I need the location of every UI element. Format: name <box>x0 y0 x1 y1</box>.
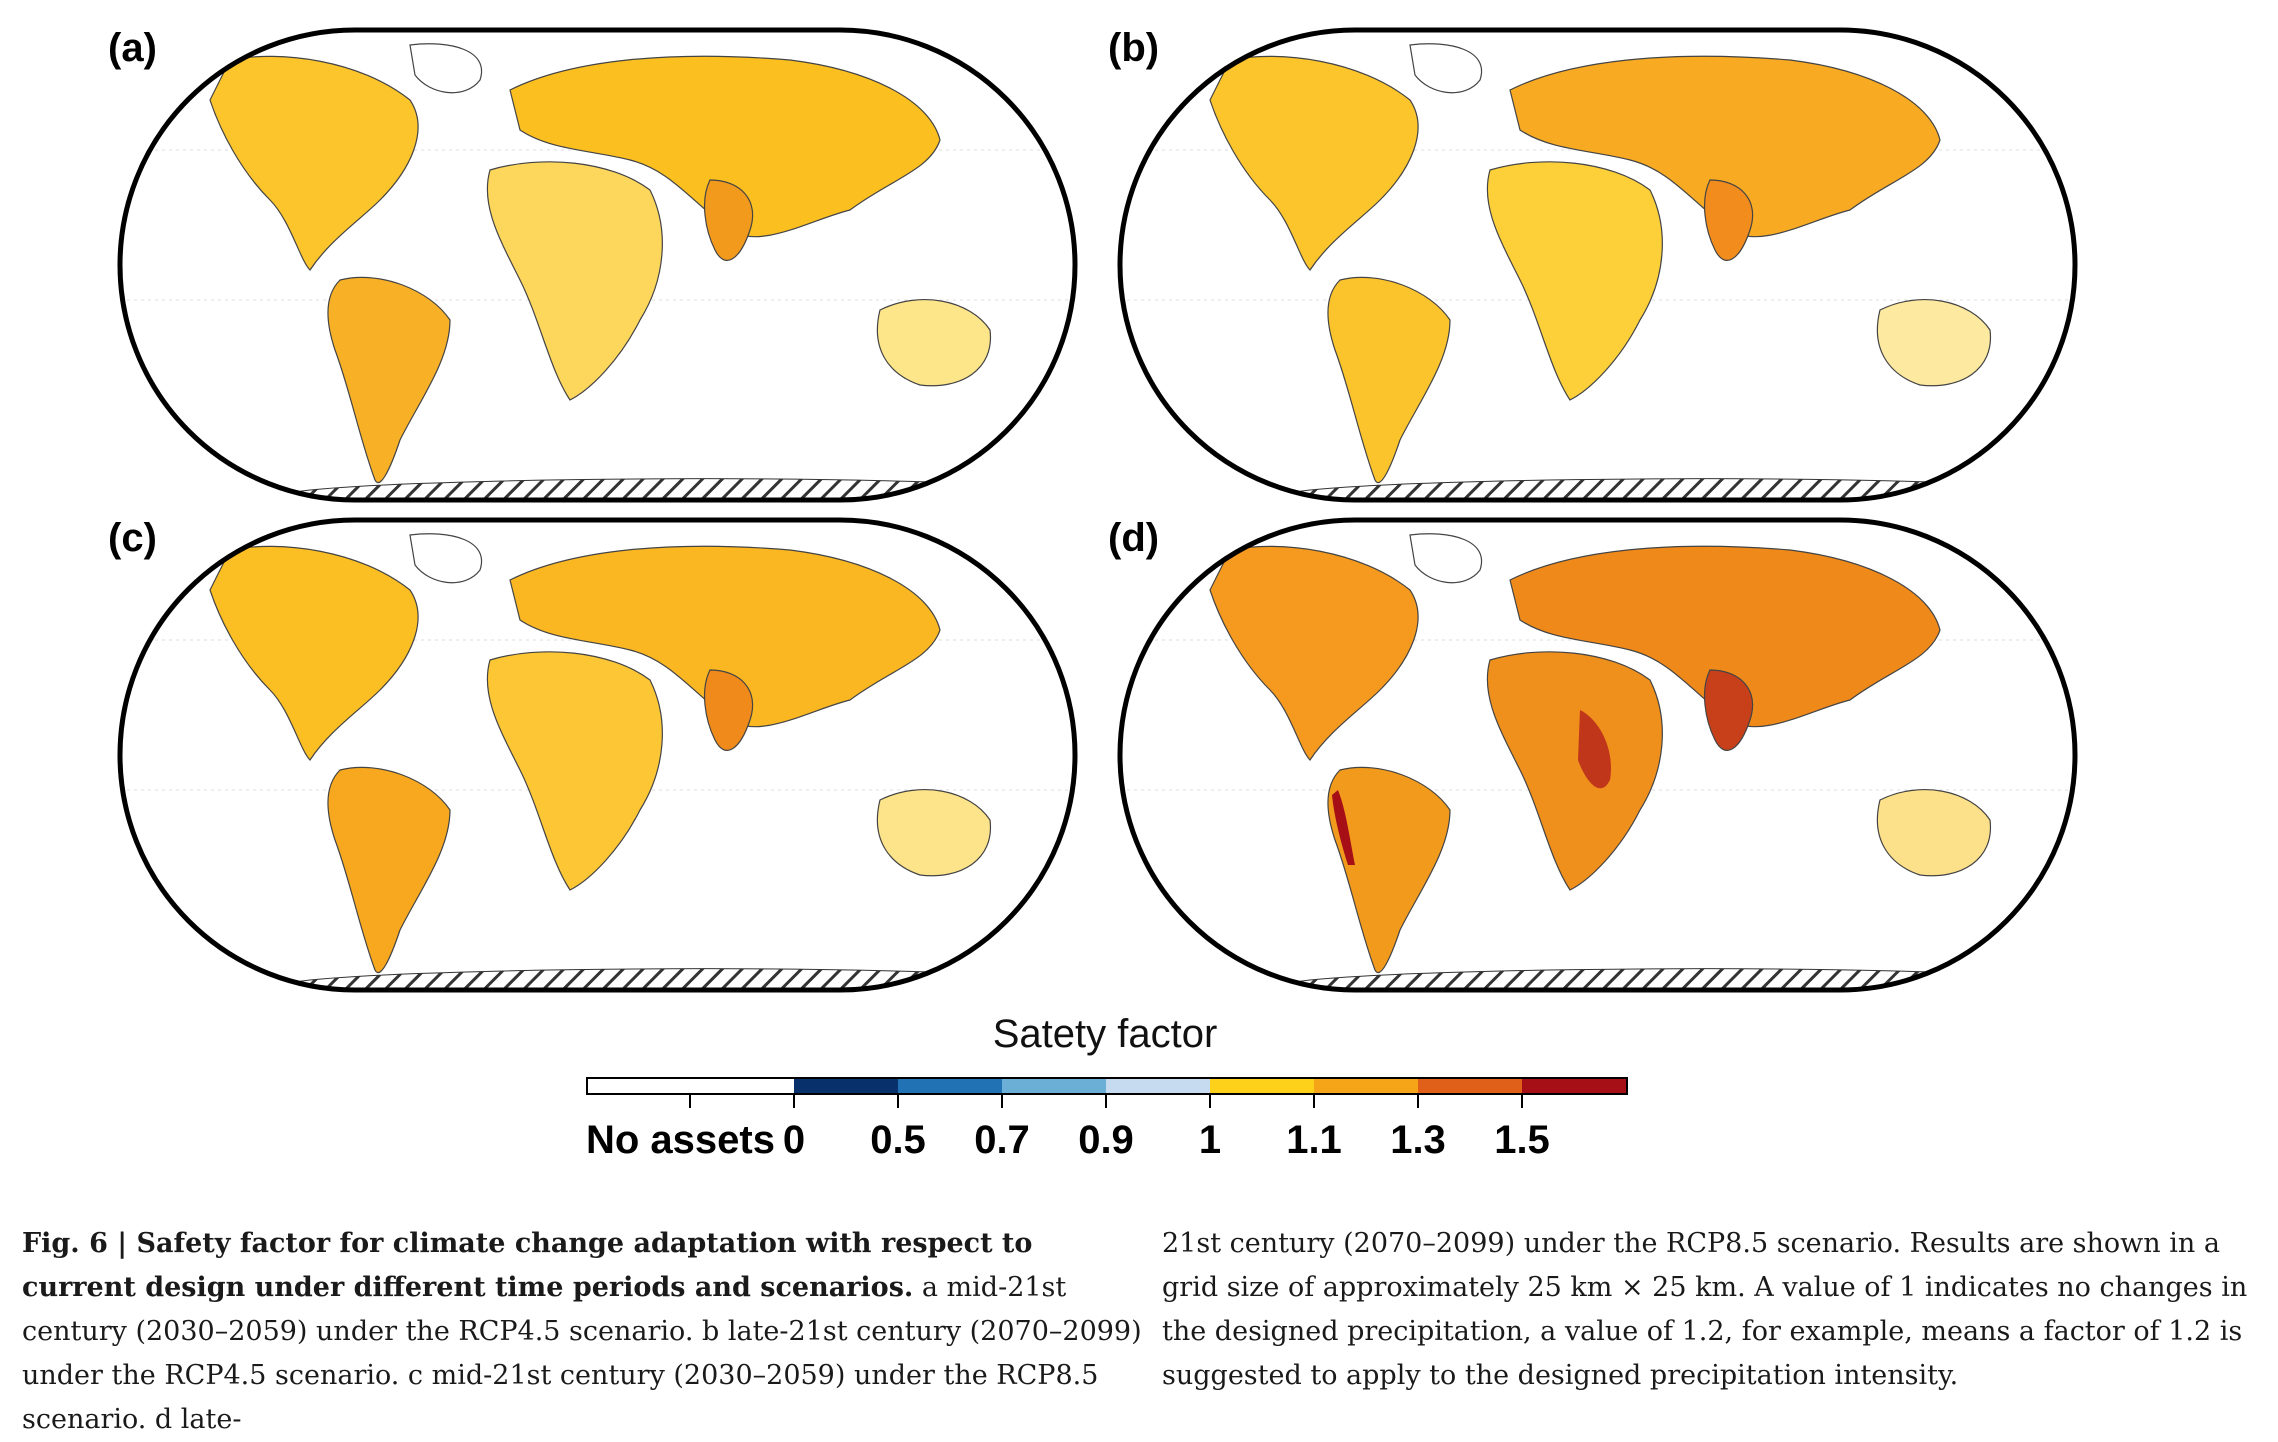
panel-label-d: (d) <box>1108 516 1160 560</box>
map-panel-a: (a) <box>108 20 1085 510</box>
colorbar-seg-0.5-0.7 <box>898 1078 1002 1094</box>
tick-label-1.1: 1.1 <box>1286 1118 1342 1162</box>
panel-label-b: (b) <box>1108 26 1160 70</box>
colorbar-seg-no-assets-1 <box>586 1078 690 1094</box>
map-panel-d: (d) <box>1108 510 2085 1000</box>
tick-label-0: 0 <box>782 1118 806 1162</box>
tick-label-0.5: 0.5 <box>870 1118 926 1162</box>
world-map-a <box>117 27 1078 503</box>
caption-fig-label: Fig. 6 | Safety factor for climate chang… <box>22 1228 1033 1303</box>
colorbar-seg-1-1.1 <box>1210 1078 1314 1094</box>
colorbar-seg-1.5+ <box>1522 1078 1626 1094</box>
tick-label-1.3: 1.3 <box>1390 1118 1446 1162</box>
tick-label-1: 1 <box>1198 1118 1222 1162</box>
colorbar-seg-no-assets-2 <box>690 1078 794 1094</box>
world-map-b <box>1117 27 2078 503</box>
panel-label-a: (a) <box>108 26 157 70</box>
colorbar-seg-0.9-1 <box>1106 1078 1210 1094</box>
caption-right-column: 21st century (2070–2099) under the RCP8.… <box>1162 1228 2248 1391</box>
colorbar-seg-1.3-1.5 <box>1418 1078 1522 1094</box>
tick-label-1.5: 1.5 <box>1494 1118 1550 1162</box>
world-map-d <box>1117 517 2078 993</box>
legend-title: Satety factor <box>992 1012 1218 1056</box>
panel-label-c: (c) <box>108 516 157 560</box>
tick-label-0.9: 0.9 <box>1078 1118 1134 1162</box>
tick-label-0.7: 0.7 <box>974 1118 1030 1162</box>
colorbar-seg-0-0.5 <box>794 1078 898 1094</box>
colorbar-seg-1.1-1.3 <box>1314 1078 1418 1094</box>
tick-label-no-assets: No assets <box>586 1118 775 1162</box>
colorbar <box>586 1077 1628 1108</box>
map-panel-c: (c) <box>108 510 1085 1000</box>
map-panel-b: (b) <box>1108 20 2085 510</box>
caption-left-column: Fig. 6 | Safety factor for climate chang… <box>22 1222 1142 1442</box>
world-map-c <box>117 517 1078 993</box>
colorbar-seg-0.7-0.9 <box>1002 1078 1106 1094</box>
